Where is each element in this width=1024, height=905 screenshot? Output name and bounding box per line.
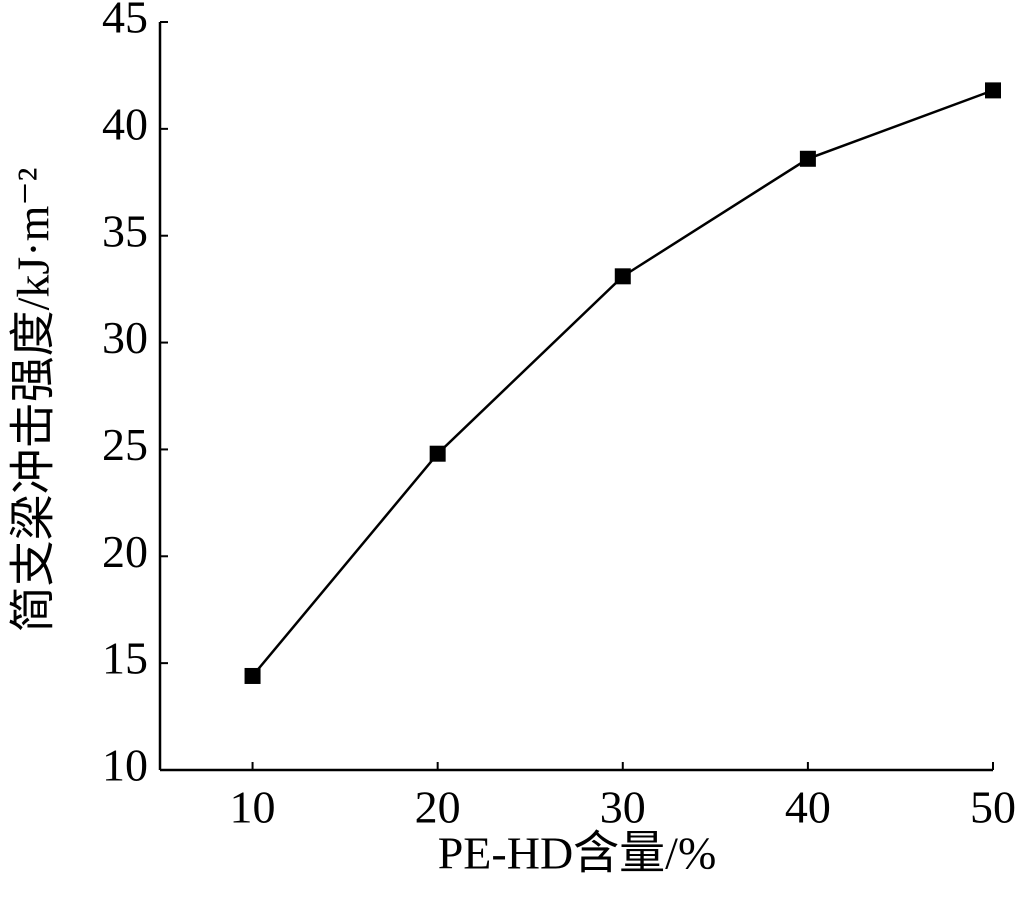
- marker: [429, 445, 446, 462]
- y-tick-label: 15: [102, 633, 148, 684]
- marker: [614, 268, 631, 285]
- line: [251, 89, 994, 677]
- y-axis-label: 简支梁冲击强度/kJ·m⁻²: [8, 168, 59, 633]
- marker: [985, 82, 1001, 99]
- y-tick-label: 10: [102, 740, 148, 791]
- y-tick-label: 45: [102, 0, 148, 43]
- x-tick-label: 40: [785, 782, 831, 833]
- x-tick-label: 20: [415, 782, 461, 833]
- y-tick-label: 20: [102, 526, 148, 577]
- x-axis-label: PE-HD含量/%: [438, 828, 717, 879]
- marker: [799, 150, 816, 167]
- y-tick-label: 30: [102, 312, 148, 363]
- y-tick-label: 40: [102, 98, 148, 149]
- y-tick-label: 25: [102, 419, 148, 470]
- y-tick-label: 35: [102, 205, 148, 256]
- marker: [244, 667, 261, 684]
- x-tick-label: 30: [600, 782, 646, 833]
- x-tick-label: 50: [970, 782, 1016, 833]
- x-tick-label: 10: [230, 782, 276, 833]
